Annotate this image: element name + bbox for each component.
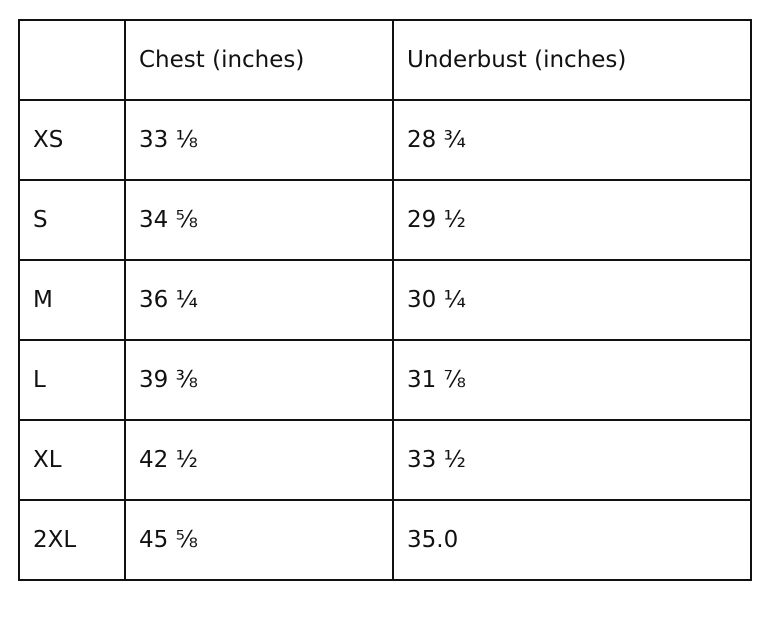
header-cell: Underbust (inches): [392, 19, 752, 101]
value-cell: 31 ⅞: [392, 339, 752, 421]
value-cell: 45 ⅝: [124, 499, 394, 581]
size-cell: M: [18, 259, 126, 341]
value-cell: 42 ½: [124, 419, 394, 501]
table-container: Chest (inches) Underbust (inches) XS 33 ⅛ 28…: [18, 19, 752, 581]
size-cell: S: [18, 179, 126, 261]
value-cell: 35.0: [392, 499, 752, 581]
value-cell: 29 ½: [392, 179, 752, 261]
value-cell: 39 ⅜: [124, 339, 394, 421]
table-row: L 39 ⅜ 31 ⅞: [18, 339, 752, 421]
size-cell: XL: [18, 419, 126, 501]
table-row: M 36 ¼ 30 ¼: [18, 259, 752, 341]
value-cell: 30 ¼: [392, 259, 752, 341]
value-cell: 34 ⅝: [124, 179, 394, 261]
value-cell: 33 ⅛: [124, 99, 394, 181]
table-row: 2XL 45 ⅝ 35.0: [18, 499, 752, 581]
table-row: S 34 ⅝ 29 ½: [18, 179, 752, 261]
size-table: Chest (inches) Underbust (inches) XS 33 ⅛ 28…: [18, 19, 752, 581]
size-cell: XS: [18, 99, 126, 181]
header-cell: Chest (inches): [124, 19, 394, 101]
value-cell: 33 ½: [392, 419, 752, 501]
header-row: Chest (inches) Underbust (inches): [18, 19, 752, 101]
size-cell: L: [18, 339, 126, 421]
table-row: XS 33 ⅛ 28 ¾: [18, 99, 752, 181]
value-cell: 36 ¼: [124, 259, 394, 341]
size-cell: 2XL: [18, 499, 126, 581]
header-cell: [18, 19, 126, 101]
table-row: XL 42 ½ 33 ½: [18, 419, 752, 501]
value-cell: 28 ¾: [392, 99, 752, 181]
